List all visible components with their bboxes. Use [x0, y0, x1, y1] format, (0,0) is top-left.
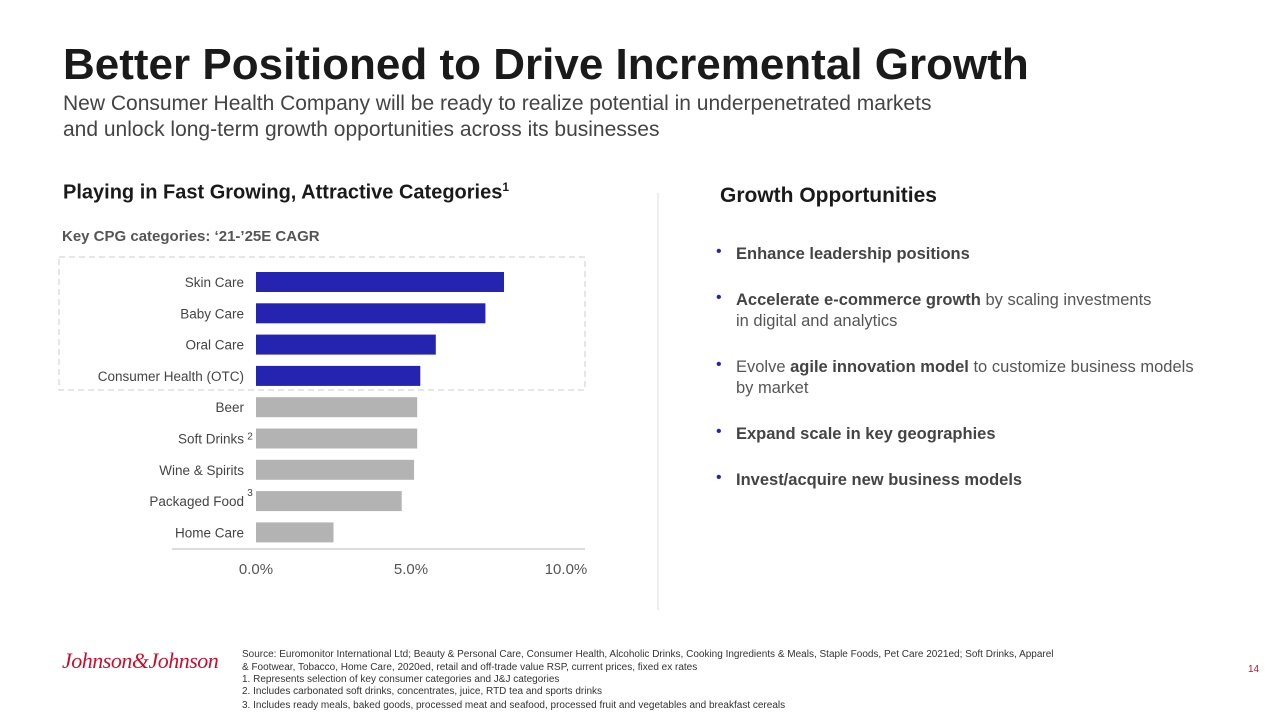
- bold-text: agile innovation model: [790, 358, 969, 376]
- bullet-symbol: •: [716, 243, 722, 260]
- bold-text: Accelerate e-commerce growth: [736, 291, 981, 309]
- bar: [256, 428, 418, 449]
- subtitle: New Consumer Health Company will be read…: [63, 92, 932, 115]
- bullet-line: Enhance leadership positions: [736, 244, 970, 265]
- bullet-line: Accelerate e-commerce growth by scaling …: [736, 290, 1151, 311]
- bar: [256, 365, 421, 386]
- bullet-symbol: •: [716, 423, 722, 440]
- subtitle: and unlock long-term growth opportunitie…: [63, 118, 660, 141]
- y-tick-label: Consumer Health (OTC): [98, 369, 244, 384]
- highlight-box: [58, 256, 586, 391]
- source-note: 1. Represents selection of key consumer …: [242, 674, 560, 685]
- y-tick-label: Packaged Food: [149, 494, 244, 509]
- heading-text: Playing in Fast Growing, Attractive Cate…: [63, 181, 503, 204]
- bullet-line: by market: [736, 378, 808, 399]
- y-tick-label: Wine & Spirits: [159, 463, 244, 478]
- footnote-mark: 1: [502, 180, 510, 194]
- y-tick-label: Baby Care: [180, 306, 244, 321]
- text: by scaling investments: [980, 291, 1152, 309]
- y-tick-label: Oral Care: [185, 338, 244, 353]
- source-note: 3. Includes ready meals, baked goods, pr…: [242, 700, 786, 711]
- bullet-symbol: •: [716, 289, 722, 306]
- text: to customize business models: [968, 358, 1194, 376]
- text: by market: [736, 379, 809, 397]
- bar: [256, 522, 334, 543]
- bold-text: Enhance leadership positions: [736, 245, 970, 263]
- logo: Johnson&Johnson: [62, 648, 219, 673]
- y-tick-label: Soft Drinks: [178, 432, 244, 447]
- source-note: & Footwear, Tobacco, Home Care, 2020ed, …: [242, 662, 698, 673]
- source-note: Source: Euromonitor International Ltd; B…: [242, 649, 1054, 660]
- page-number: 14: [1248, 664, 1260, 675]
- bullet-line: in digital and analytics: [736, 311, 897, 332]
- bar: [256, 491, 402, 512]
- x-tick-label: 10.0%: [545, 561, 588, 578]
- section-heading: Growth Opportunities: [720, 184, 937, 207]
- title: Better Positioned to Drive Incremental G…: [63, 40, 1029, 89]
- footnote-mark: 3: [247, 488, 253, 499]
- bold-text: Invest/acquire new business models: [736, 471, 1023, 489]
- x-tick-label: 0.0%: [239, 561, 273, 578]
- bold-text: Expand scale in key geographies: [736, 425, 996, 443]
- y-tick-label: Skin Care: [185, 275, 244, 290]
- bullet-line: Evolve agile innovation model to customi…: [736, 357, 1194, 378]
- bullet-symbol: •: [716, 356, 722, 373]
- footnote-mark: 2: [247, 432, 253, 443]
- chart-title: Key CPG categories: ‘21-’25E CAGR: [62, 228, 320, 245]
- section-heading: Playing in Fast Growing, Attractive Cate…: [63, 180, 509, 205]
- text: in digital and analytics: [736, 312, 898, 330]
- source-note: 2. Includes carbonated soft drinks, conc…: [242, 686, 602, 697]
- bullet-symbol: •: [716, 469, 722, 486]
- y-tick-label: Home Care: [175, 525, 244, 540]
- y-tick-label: Beer: [215, 400, 244, 415]
- bullet-line: Invest/acquire new business models: [736, 470, 1022, 491]
- bar: [256, 303, 486, 324]
- bar: [256, 459, 415, 480]
- bullet-line: Expand scale in key geographies: [736, 424, 996, 445]
- text: Evolve: [736, 358, 791, 376]
- bar: [256, 397, 418, 418]
- bar: [256, 334, 436, 355]
- bar: [256, 272, 504, 292]
- x-tick-label: 5.0%: [394, 561, 428, 578]
